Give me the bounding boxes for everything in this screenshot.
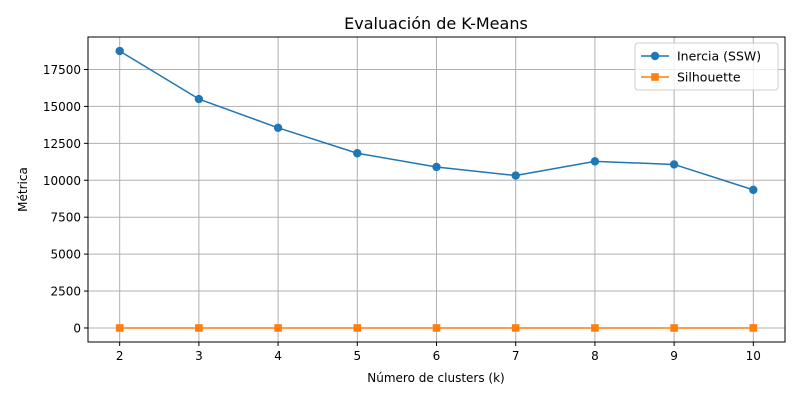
y-tick-label: 5000 <box>50 248 81 262</box>
data-point-silhouette <box>115 324 124 332</box>
legend: Inercia (SSW) Silhouette <box>634 42 779 91</box>
x-tick-label: 4 <box>274 349 282 363</box>
data-point-silhouette <box>670 324 678 332</box>
data-point-inercia <box>353 149 362 158</box>
data-point-silhouette <box>274 324 282 332</box>
x-axis-ticks: 2 3 4 5 6 7 8 9 10 <box>116 342 761 363</box>
legend-swatch-silhouette-marker <box>651 73 659 81</box>
data-point-silhouette <box>195 324 203 332</box>
data-point-inercia <box>194 94 204 104</box>
data-point-silhouette <box>353 324 362 332</box>
legend-label-inercia: Inercia (SSW) <box>677 49 761 64</box>
data-point-inercia <box>115 46 124 56</box>
legend-box <box>634 42 779 91</box>
y-tick-label: 17500 <box>43 63 81 77</box>
y-axis-label: Métrica <box>16 167 30 212</box>
x-tick-label: 8 <box>591 349 599 363</box>
x-axis-label: Número de clusters (k) <box>367 371 504 385</box>
data-point-inercia <box>432 162 441 172</box>
data-point-silhouette <box>432 324 441 332</box>
series-layer <box>115 46 758 332</box>
y-axis-ticks: 0 2500 5000 7500 10000 12500 15000 17500 <box>43 63 88 335</box>
y-tick-label: 7500 <box>50 211 81 225</box>
legend-swatch-inercia-marker <box>650 51 660 61</box>
data-point-inercia <box>669 160 679 169</box>
y-tick-label: 2500 <box>50 285 81 299</box>
data-point-inercia <box>590 157 600 166</box>
x-tick-label: 9 <box>670 349 678 363</box>
x-tick-label: 3 <box>195 349 203 363</box>
data-point-inercia <box>749 185 758 195</box>
y-tick-label: 10000 <box>43 174 81 188</box>
data-point-silhouette <box>511 324 520 332</box>
x-tick-label: 10 <box>746 349 761 363</box>
data-point-silhouette <box>749 324 758 332</box>
y-tick-label: 0 <box>73 321 81 335</box>
data-point-inercia <box>273 123 283 133</box>
data-point-inercia <box>511 171 520 180</box>
data-point-silhouette <box>591 324 599 332</box>
legend-label-silhouette: Silhouette <box>677 70 741 85</box>
x-tick-label: 7 <box>512 349 520 363</box>
y-tick-label: 12500 <box>43 137 81 151</box>
x-tick-label: 6 <box>433 349 441 363</box>
x-tick-label: 5 <box>353 349 361 363</box>
x-tick-label: 2 <box>116 349 124 363</box>
chart-title: Evaluación de K-Means <box>344 14 528 33</box>
y-tick-label: 15000 <box>43 100 81 114</box>
